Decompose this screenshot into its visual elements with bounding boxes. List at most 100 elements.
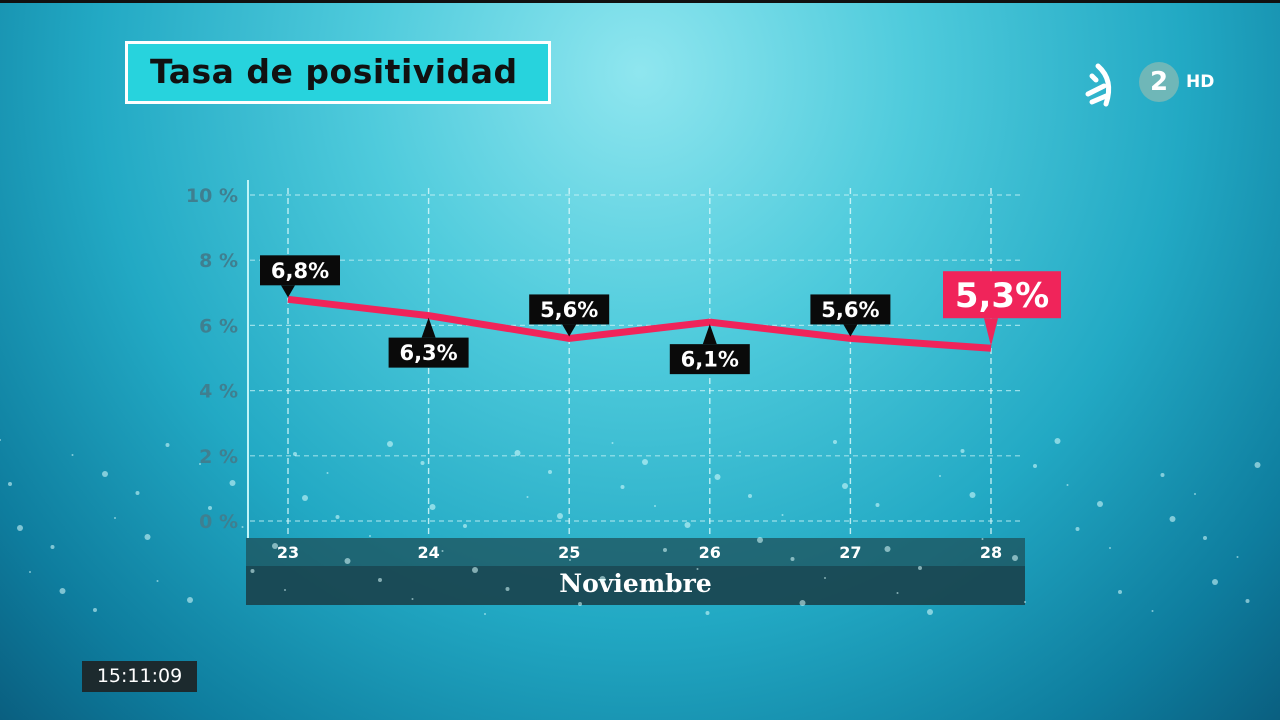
data-label-box bbox=[669, 344, 750, 375]
sparkle-dot bbox=[875, 503, 880, 507]
y-tick-label: 2 % bbox=[199, 446, 238, 468]
sparkle-dot bbox=[654, 505, 656, 507]
sparkle-dot bbox=[144, 534, 151, 540]
sparkle-dot bbox=[1012, 555, 1018, 561]
sparkle-dot bbox=[918, 566, 922, 570]
sparkle-dot bbox=[187, 597, 193, 603]
sparkle-dot bbox=[272, 543, 278, 549]
sparkle-dot bbox=[387, 441, 393, 447]
sparkle-dot bbox=[505, 587, 510, 591]
sparkle-dot bbox=[484, 613, 486, 615]
y-tick-label: 0 % bbox=[199, 511, 238, 533]
sparkle-dot bbox=[1033, 464, 1037, 468]
top-bar bbox=[0, 0, 1280, 3]
data-label: 6,3% bbox=[399, 341, 457, 365]
data-label: 6,8% bbox=[271, 259, 329, 283]
sparkle-dot bbox=[463, 524, 467, 528]
sparkle-dot bbox=[969, 492, 976, 498]
x-tick-label: 24 bbox=[417, 543, 439, 562]
sparkle-dot bbox=[714, 474, 721, 480]
sparkle-dot bbox=[378, 578, 382, 582]
data-label-box bbox=[943, 271, 1061, 319]
sparkle-dot bbox=[1194, 493, 1196, 495]
sparkle-dot bbox=[156, 580, 159, 582]
sparkle-dot bbox=[302, 495, 308, 501]
sparkle-dot bbox=[599, 576, 606, 582]
sparkle-dot bbox=[799, 600, 806, 606]
sparkle-dot bbox=[429, 504, 436, 510]
sparkle-dot bbox=[781, 514, 784, 516]
sparkle-dot bbox=[824, 577, 826, 579]
y-tick-label: 10 % bbox=[186, 185, 238, 207]
sparkle-dot bbox=[93, 608, 97, 612]
sparkle-dot bbox=[981, 538, 984, 540]
sparkle-dot bbox=[472, 567, 478, 573]
chart-title: Tasa de positividad bbox=[150, 52, 518, 91]
sparkle-dot bbox=[420, 461, 425, 465]
month-band: Noviembre bbox=[246, 566, 1025, 605]
sparkle-dot bbox=[369, 535, 371, 537]
sparkle-dot bbox=[229, 480, 236, 486]
x-axis-label: Noviembre bbox=[559, 569, 712, 598]
sparkle-dot bbox=[1066, 484, 1069, 486]
label-pointer bbox=[421, 317, 436, 338]
x-tick-label: 27 bbox=[839, 543, 861, 562]
data-label: 5,6% bbox=[540, 298, 598, 322]
label-pointer bbox=[984, 318, 998, 347]
sparkle-dot bbox=[102, 471, 108, 477]
hd-badge: HD bbox=[1186, 72, 1215, 92]
data-label-box bbox=[260, 255, 340, 286]
data-label-box bbox=[810, 294, 891, 325]
eitb-logo-icon bbox=[1085, 63, 1112, 107]
sparkle-dot bbox=[1075, 527, 1080, 531]
sparkle-dot bbox=[1169, 516, 1176, 522]
sparkle-dot bbox=[50, 545, 55, 549]
sparkle-dot bbox=[578, 602, 582, 606]
sparkle-dot bbox=[696, 568, 699, 570]
sparkle-dot bbox=[250, 569, 255, 573]
sparkle-dot bbox=[642, 459, 648, 465]
sparkle-dot bbox=[748, 494, 752, 498]
sparkle-dot bbox=[684, 522, 691, 528]
sparkle-dot bbox=[833, 440, 837, 444]
sparkle-dot bbox=[1245, 599, 1250, 603]
sparkle-dot bbox=[284, 589, 286, 591]
sparkle-dot bbox=[514, 450, 521, 456]
sparkle-dot bbox=[71, 454, 74, 456]
sparkle-dot bbox=[29, 571, 31, 573]
sparkle-dot bbox=[1151, 610, 1154, 612]
x-tick-label: 26 bbox=[699, 543, 721, 562]
sparkle-dot bbox=[135, 491, 140, 495]
sparkle-dot bbox=[208, 506, 212, 510]
label-pointer bbox=[562, 324, 577, 337]
sparkle-dot bbox=[326, 472, 329, 474]
sparkle-dot bbox=[1118, 590, 1122, 594]
series-line bbox=[287, 295, 992, 352]
sparkle-dot bbox=[1054, 438, 1061, 444]
sparkle-dot bbox=[335, 515, 340, 519]
sparkle-dot bbox=[1236, 556, 1239, 558]
sparkle-dot bbox=[705, 611, 710, 615]
data-label: 5,6% bbox=[821, 298, 879, 322]
sparkle-dot bbox=[17, 525, 23, 531]
sparkle-dot bbox=[548, 470, 552, 474]
x-axis-band bbox=[246, 538, 1025, 566]
sparkle-dot bbox=[1109, 547, 1111, 549]
sparkle-dot bbox=[611, 442, 614, 444]
sparkle-dot bbox=[927, 609, 933, 615]
channel-number: 2 bbox=[1139, 62, 1179, 102]
sparkle-dot bbox=[293, 452, 297, 456]
sparkle-dot bbox=[842, 483, 848, 489]
sparkle-dot bbox=[569, 559, 571, 561]
sparkle-dot bbox=[790, 557, 795, 561]
sparkle-dot bbox=[165, 443, 170, 447]
title-box: Tasa de positividad bbox=[125, 41, 551, 104]
sparkle-dot bbox=[739, 451, 741, 453]
sparkle-dot bbox=[241, 526, 244, 528]
data-label: 6,1% bbox=[681, 348, 739, 372]
x-tick-label: 28 bbox=[980, 543, 1002, 562]
sparkle-dot bbox=[1254, 462, 1261, 468]
sparkle-dot bbox=[344, 558, 351, 564]
channel-logo: 2 HD bbox=[1084, 58, 1224, 110]
